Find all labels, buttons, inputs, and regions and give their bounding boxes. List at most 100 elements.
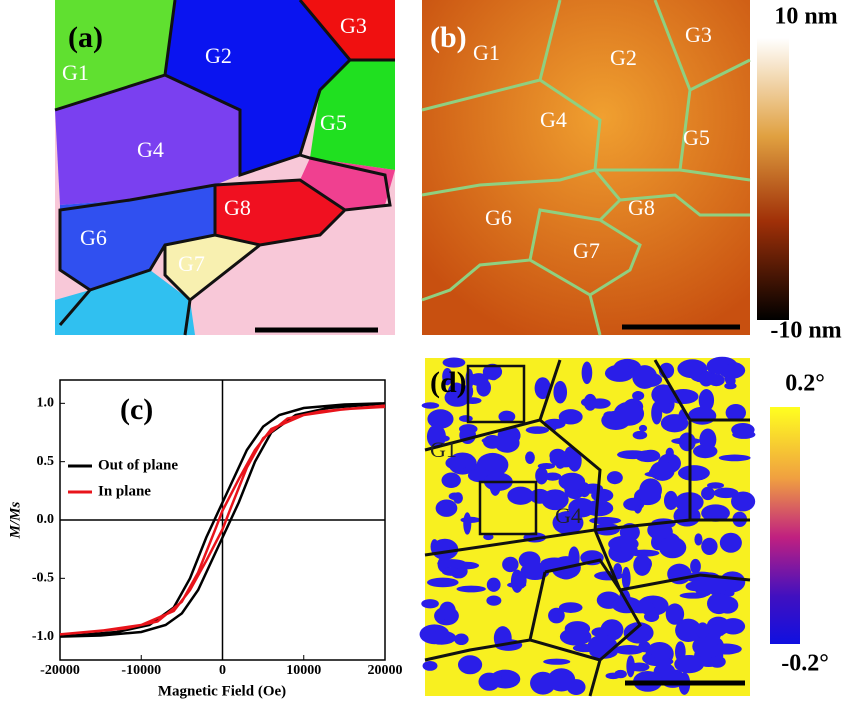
domain-blob [632,365,658,389]
domain-blob [613,563,623,577]
domain-blob [643,611,660,622]
domain-blob [558,602,583,613]
domain-blob [435,499,458,517]
domain-blob [543,658,571,665]
y-tick-label: 0.0 [37,512,55,527]
domain-blob [698,388,715,412]
domain-blob [457,655,483,675]
domain-blob [694,533,703,546]
domain-blob [427,577,459,588]
grain-region [310,60,395,170]
grain-boundary [424,359,751,697]
panel-c: (c) Magnetic Field (Oe) M/Ms -1.0 -0.5 0.0… [7,379,403,699]
domain-blob [442,357,466,368]
grain-label: G8 [628,195,655,220]
grain-label: G2 [205,43,232,68]
grain-label: G1 [430,437,457,462]
grain-label: G5 [320,110,347,135]
domain-blob [658,536,687,559]
domain-blob [441,472,461,489]
domain-blob [589,516,622,525]
legend-label: Out of plane [98,457,178,473]
domain-blob [534,377,551,400]
domain-blob [459,415,473,423]
grain-label: G7 [178,251,205,276]
domain-blob [537,462,556,470]
domain-blob [701,486,715,501]
panel-d [419,356,756,696]
domain-blob [639,478,662,502]
selection-box [466,364,526,424]
domain-blob [486,577,501,592]
domain-blob [673,505,701,527]
domain-blob [621,566,631,590]
x-tick-label: -20000 [40,663,80,678]
grain-label: G1 [62,60,89,85]
grain-label: G4 [540,107,567,132]
domain-blob [469,373,489,386]
grain-boundary [421,0,751,336]
domain-blob [525,426,550,434]
afm-map [422,0,750,335]
domain-blob [486,595,502,606]
x-tick-label: 0 [219,663,226,678]
domain-blob [660,414,689,433]
domain-blob [558,409,583,425]
domain-blob [422,660,438,671]
domain-blob [675,618,702,643]
domain-blob [507,486,534,505]
domain-blob [441,567,461,576]
domain-blob [430,539,439,555]
grain-region [165,0,350,175]
grain-region [60,185,215,290]
panel-b: (b) 10 nm -10 nm G1 G2 G3 G4 G5 G6 G7 G8 [421,0,842,344]
domain-blob [663,490,678,511]
domain-blob [421,402,440,409]
y-tick-label: -0.5 [32,571,54,586]
domain-blob [719,532,742,553]
x-tick-label: -10000 [121,663,161,678]
y-tick-label: 1.0 [37,396,55,411]
domain-blob [549,448,567,463]
domain-blob [632,391,645,401]
domain-blob [606,471,623,485]
domain-blob [548,607,565,624]
grain-boundary [54,0,395,336]
domain-blob [553,380,568,404]
panel-d-overlay: (d) G1 G4 0.2° -0.2° [424,359,829,697]
domain-blob [525,451,535,465]
grain-region [215,180,345,245]
domain-blob [556,462,565,469]
domain-blob [453,492,463,504]
domain-blob [483,533,494,541]
colorbar-label: -0.2° [781,651,829,677]
domain-blob [581,361,593,385]
domain-blob [463,512,472,535]
series-line [59,404,386,636]
domain-blob [724,363,736,386]
domain-blob [719,571,746,593]
domain-blob [628,549,660,557]
domain-blob [498,410,516,423]
domain-blob [668,389,699,405]
domain-blob [701,504,730,522]
domain-blob [665,603,685,625]
domain-blob [651,384,676,405]
domain-blob [679,592,707,599]
grain-region [55,75,240,205]
domain-blob [535,466,548,485]
colorbar [757,38,789,320]
domain-blob [601,410,631,430]
colorbar [770,407,800,644]
domain-blob [651,401,663,425]
selection-box [478,480,538,536]
series-line [59,402,386,638]
domain-blob [456,585,486,593]
y-axis-title: M/Ms [7,502,23,540]
domain-blob [710,643,742,655]
domain-blob [494,433,520,453]
domain-blob [674,654,705,674]
grain-label: G3 [685,22,712,47]
domain-blob [437,559,467,568]
